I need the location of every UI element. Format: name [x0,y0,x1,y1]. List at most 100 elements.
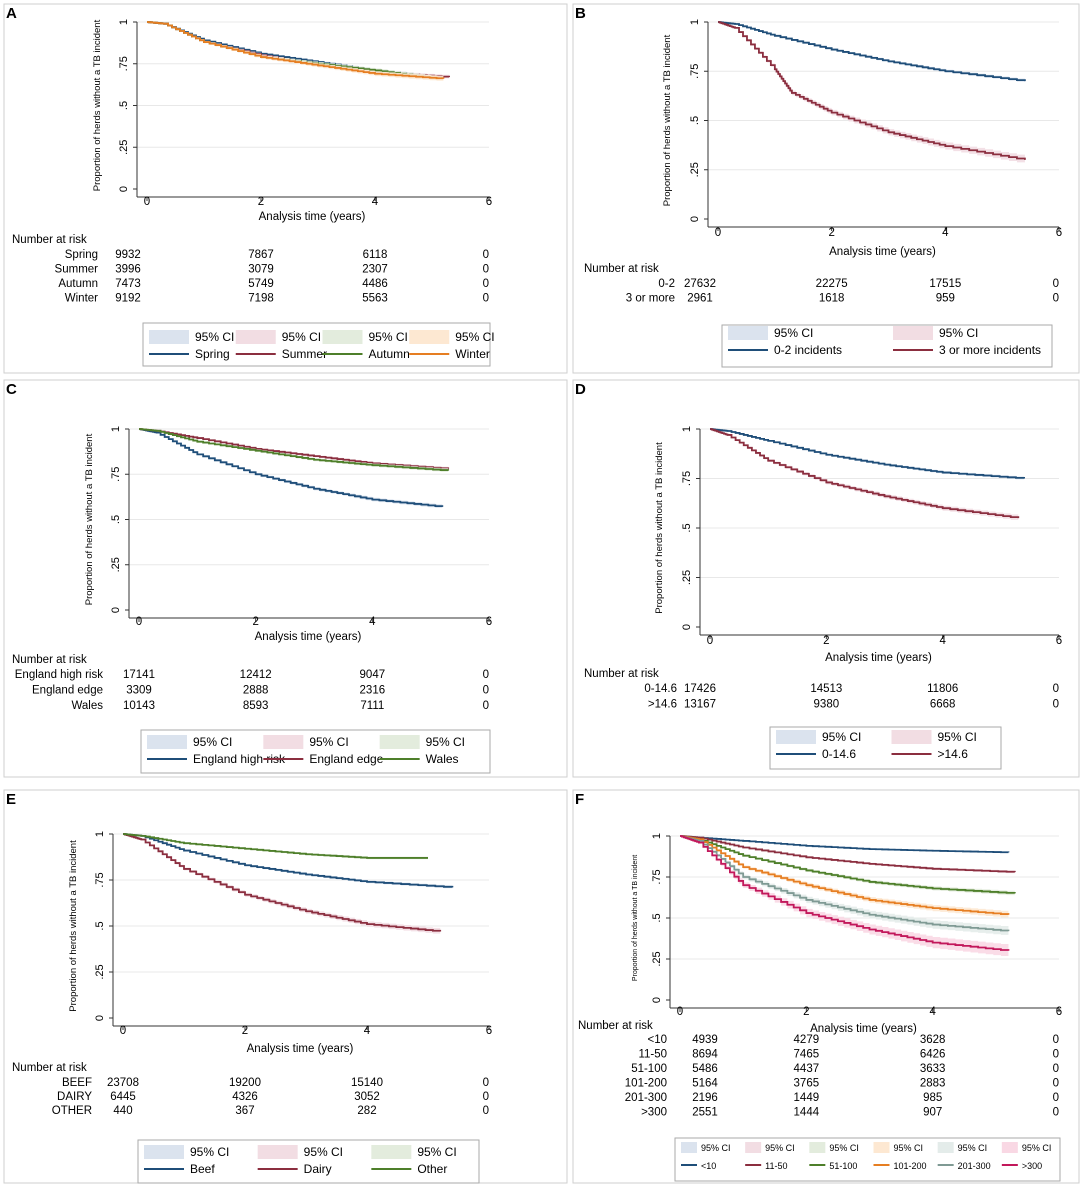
series-line-0 [710,428,1025,479]
legend-ci-label: 95% CI [282,330,321,344]
risk-value: 0 [1053,1034,1059,1046]
legend-ci-swatch [728,326,768,340]
legend-ci-label: 95% CI [309,735,348,749]
legend-line-label: >300 [1022,1161,1042,1171]
risk-value: 3633 [920,1063,946,1075]
legend: 95% CI 95% CI 0-2 incidents 3 or more incid… [721,324,1053,368]
series-line-1 [680,835,1016,873]
chart-panel-a: A 0 .25 .5 .75 1 0 2 4 6 Analysis time (years) Prop… [3,3,568,374]
risk-value: 0 [483,685,489,697]
y-axis-label: Proportion of herds without a TB inciden… [662,34,673,206]
legend: 95% CI 95% CI 95% CI 95% CI 95% CI 95% CI <10 1… [674,1137,1061,1182]
legend-ci-label: 95% CI [765,1143,795,1153]
risk-value: 0 [483,249,489,261]
risk-value: 0 [1053,1078,1059,1090]
risk-value: 0 [483,700,489,712]
legend-ci-label: 95% CI [195,330,234,344]
risk-value: 2316 [360,685,386,697]
legend-line-label: Autumn [369,347,410,361]
legend-ci-label: 95% CI [369,330,408,344]
panel-letter: A [6,5,17,22]
legend-ci-swatch [149,330,189,344]
y-tick-label: 0 [94,1015,106,1021]
risk-value: 907 [923,1107,942,1119]
risk-row-label: Spring [65,249,98,261]
risk-row-label: >14.6 [648,699,677,711]
risk-value: 5563 [362,293,388,305]
legend-line-label: 51-100 [829,1161,857,1171]
x-tick-label: 6 [1056,635,1062,647]
panel-letter: E [6,791,16,808]
series-line-1 [718,21,1026,160]
risk-value: 0 [483,1077,489,1089]
risk-value: 14513 [810,683,842,695]
legend-line-label: Winter [455,347,490,361]
panel-border [572,789,1080,1184]
x-tick-label: 2 [258,196,264,208]
x-tick-label: 0 [715,227,721,239]
legend-ci-label: 95% CI [417,1145,456,1159]
ci-band-4 [680,836,1009,936]
risk-value: 0 [1053,683,1059,695]
risk-value: 2551 [692,1107,718,1119]
legend-line-label: Spring [195,347,230,361]
x-tick-label: 4 [929,1006,936,1018]
x-axis-label: Analysis time (years) [259,211,366,223]
y-axis-label: Proportion of herds without a TB inciden… [654,442,665,614]
risk-value: 5486 [692,1063,718,1075]
y-tick-label: .25 [651,951,663,966]
y-tick-label: .75 [689,64,701,79]
y-tick-label: .25 [681,570,693,585]
y-axis-label: Proportion of herds without a TB inciden… [632,855,639,981]
risk-row-label: 101-200 [625,1078,667,1090]
risk-value: 0 [483,293,489,305]
risk-value: 2196 [692,1092,718,1104]
risk-value: 17426 [684,683,716,695]
panel-border [3,379,568,778]
x-tick-label: 0 [144,196,150,208]
series-line-0 [718,21,1026,82]
risk-value: 4939 [692,1034,718,1046]
legend-ci-swatch [409,330,450,344]
risk-value: 282 [357,1105,376,1117]
legend-ci-swatch [144,1145,184,1159]
legend-ci-swatch [322,330,363,344]
x-tick-label: 6 [486,196,492,208]
risk-value: 0 [483,669,489,681]
y-tick-label: .25 [110,557,122,572]
risk-value: 8593 [243,700,269,712]
legend-ci-label: 95% CI [193,735,232,749]
chart-panel-f: F 0 .25 .5 .75 1 0 2 4 6 Analysis time (years) Prop… [572,789,1080,1184]
risk-value: 23708 [107,1077,139,1089]
legend: 95% CI 95% CI 95% CI England high risk Engla… [140,729,491,774]
risk-value: 11806 [927,683,958,695]
risk-value: 8694 [692,1049,718,1061]
legend-ci-swatch [745,1142,762,1153]
series-line-3 [680,835,1010,915]
legend-ci-label: 95% CI [774,326,813,340]
risk-value: 2888 [243,685,269,697]
ci-band-1 [710,429,1019,521]
risk-value: 3052 [354,1091,380,1103]
risk-value: 3309 [126,685,152,697]
risk-value: 6445 [110,1091,136,1103]
x-tick-label: 6 [1056,1006,1062,1018]
y-tick-label: 1 [94,831,106,837]
legend-line-label: Wales [426,752,459,766]
risk-row-label: BEEF [62,1077,92,1089]
ci-band-2 [680,836,1015,896]
legend: 95% CI 95% CI 0-14.6 >14.6 [769,726,1002,770]
x-tick-label: 4 [364,1025,371,1037]
risk-value: 4279 [794,1034,820,1046]
risk-value: 985 [923,1092,942,1104]
risk-value: 9932 [115,249,141,261]
y-axis-label: Proportion of herds without a TB inciden… [84,433,95,605]
x-axis-label: Analysis time (years) [825,652,932,664]
y-tick-label: .25 [118,140,130,155]
legend-ci-swatch [1001,1142,1018,1153]
panel-letter: F [575,791,584,808]
risk-row-label: 11-50 [638,1049,667,1061]
y-tick-label: .75 [681,471,693,486]
risk-value: 10143 [123,700,155,712]
